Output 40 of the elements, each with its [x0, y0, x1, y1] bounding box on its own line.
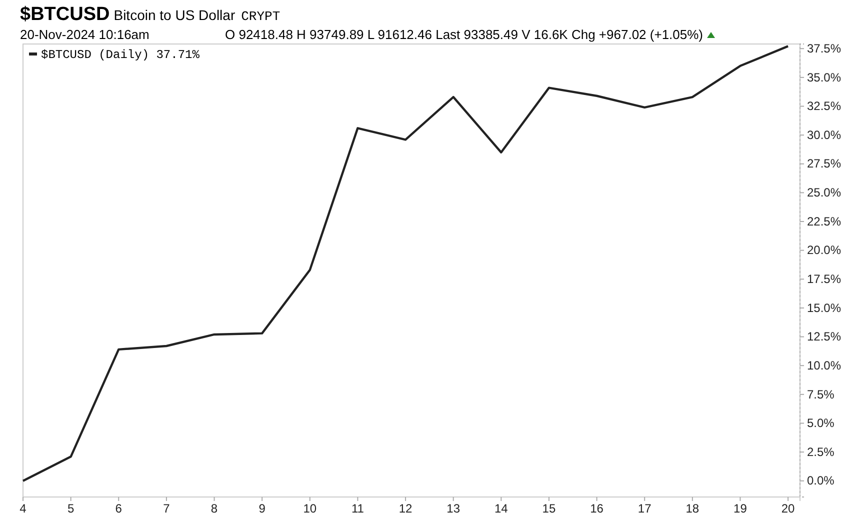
legend-label: $BTCUSD (Daily) 37.71% [41, 48, 200, 62]
y-tick-label: 2.5% [807, 444, 835, 459]
x-tick-label: 6 [115, 502, 122, 513]
y-tick-label: 20.0% [807, 243, 842, 258]
chart-subtitle: Bitcoin to US Dollar [114, 7, 236, 23]
x-tick-label: 11 [351, 502, 364, 513]
x-tick-label: 9 [258, 502, 266, 513]
x-tick-label: 10 [303, 502, 317, 513]
x-tick-label: 15 [542, 502, 556, 513]
y-tick-label: 17.5% [807, 272, 842, 286]
line-series [22, 45, 790, 482]
x-tick-label: 7 [163, 502, 170, 513]
y-tick-label: 10.0% [807, 358, 842, 372]
y-tick-label: 5.0% [807, 416, 835, 430]
x-tick-label: 20 [781, 502, 796, 513]
text: CRYPT [241, 9, 280, 24]
y-tick-label: 22.5% [807, 214, 842, 228]
x-tick-label: 18 [686, 502, 700, 513]
y-tick-label: 35.0% [807, 70, 842, 84]
x-tick-label: 16 [590, 502, 604, 513]
x-tick-label: 8 [210, 502, 218, 513]
chart-title: $BTCUSD [20, 4, 110, 25]
text: O 92418.48 H 93749.89 L 91612.46 Last 93385.49 V 16.6K Chg +967.02 (+1.05%) [225, 27, 704, 42]
y-tick-label: 32.5% [807, 99, 842, 114]
x-tick-label: 13 [446, 502, 460, 513]
y-tick-label: 25.0% [807, 186, 842, 200]
x-tick-label: 17 [638, 502, 652, 513]
x-tick-label: 4 [20, 502, 27, 513]
y-tick-label: 7.5% [807, 387, 835, 402]
x-tick-label: 5 [67, 502, 74, 513]
y-tick-label: 37.5% [807, 41, 842, 56]
x-tick-label: 12 [398, 502, 413, 513]
x-tick-label: 19 [734, 502, 748, 513]
x-tick-label: 14 [494, 502, 508, 513]
y-tick-label: 27.5% [807, 156, 842, 171]
y-tick-label: 15.0% [807, 300, 842, 315]
text: 20-Nov-2024 10:16am [20, 27, 150, 42]
y-tick-label: 12.5% [807, 330, 842, 344]
y-tick-label: 0.0% [807, 474, 835, 488]
y-tick-label: 30.0% [807, 128, 842, 142]
